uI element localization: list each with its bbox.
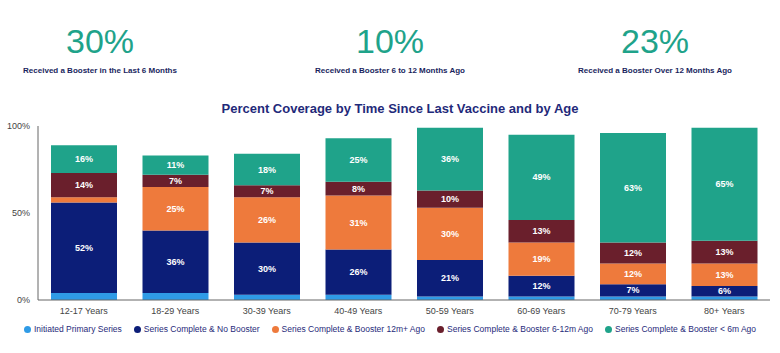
svg-text:65%: 65%	[715, 179, 733, 189]
svg-text:30-39 Years: 30-39 Years	[243, 306, 292, 316]
svg-text:13%: 13%	[532, 226, 550, 236]
svg-text:31%: 31%	[349, 218, 367, 228]
svg-text:52%: 52%	[75, 243, 93, 253]
svg-text:10%: 10%	[441, 194, 459, 204]
svg-text:30%: 30%	[441, 229, 459, 239]
svg-text:8%: 8%	[352, 184, 365, 194]
svg-text:50-59 Years: 50-59 Years	[426, 306, 475, 316]
svg-text:36%: 36%	[441, 154, 459, 164]
html-text:Series Complete & Booster 6-12: Series Complete & Booster 6-12m Ago	[447, 324, 593, 334]
html-text:Received a Booster in the Last: Received a Booster in the Last 6 Months	[23, 66, 177, 75]
svg-text:40-49 Years: 40-49 Years	[334, 306, 383, 316]
svg-text:7%: 7%	[626, 285, 639, 295]
svg-text:36%: 36%	[166, 257, 184, 267]
svg-text:18%: 18%	[258, 165, 276, 175]
svg-text:12-17 Years: 12-17 Years	[60, 306, 109, 316]
svg-text:12%: 12%	[624, 269, 642, 279]
svg-text:12%: 12%	[532, 281, 550, 291]
svg-text:26%: 26%	[349, 267, 367, 277]
html-text:30%: 30%	[66, 22, 134, 60]
html-text:Initiated Primary Series: Initiated Primary Series	[34, 324, 122, 334]
svg-text:19%: 19%	[532, 254, 550, 264]
svg-text:14%: 14%	[75, 180, 93, 190]
svg-text:80+ Years: 80+ Years	[704, 306, 745, 316]
svg-text:21%: 21%	[441, 273, 459, 283]
html-text:Received a Booster 6 to 12 Mon: Received a Booster 6 to 12 Months Ago	[315, 66, 465, 75]
svg-text:50%: 50%	[12, 208, 30, 218]
svg-text:11%: 11%	[167, 160, 185, 170]
svg-text:63%: 63%	[624, 183, 642, 193]
svg-text:26%: 26%	[258, 215, 276, 225]
svg-text:60-69 Years: 60-69 Years	[517, 306, 566, 316]
svg-text:49%: 49%	[532, 172, 550, 182]
html-text:Series Complete & No Booster: Series Complete & No Booster	[143, 324, 260, 334]
html-text:Percent Coverage by Time Since: Percent Coverage by Time Since Last Vacc…	[221, 101, 579, 116]
html-text:23%: 23%	[621, 22, 689, 60]
svg-text:100%: 100%	[8, 121, 30, 131]
svg-text:13%: 13%	[715, 270, 733, 280]
svg-text:30%: 30%	[258, 264, 276, 274]
svg-text:70-79 Years: 70-79 Years	[609, 306, 658, 316]
svg-text:7%: 7%	[169, 176, 182, 186]
svg-text:0%: 0%	[17, 295, 30, 305]
svg-text:13%: 13%	[715, 247, 733, 257]
svg-text:25%: 25%	[166, 204, 184, 214]
svg-text:18-29 Years: 18-29 Years	[151, 306, 200, 316]
html-text:Series Complete & Booster < 6m: Series Complete & Booster < 6m Ago	[615, 324, 756, 334]
svg-text:12%: 12%	[624, 248, 642, 258]
svg-text:25%: 25%	[349, 155, 367, 165]
svg-text:6%: 6%	[718, 286, 731, 296]
svg-text:7%: 7%	[260, 186, 273, 196]
html-text:10%: 10%	[356, 22, 424, 60]
html-text:Series Complete & Booster 12m+: Series Complete & Booster 12m+ Ago	[281, 324, 425, 334]
html-text:Received a Booster Over 12 Mon: Received a Booster Over 12 Months Ago	[578, 66, 732, 75]
svg-text:16%: 16%	[75, 154, 93, 164]
